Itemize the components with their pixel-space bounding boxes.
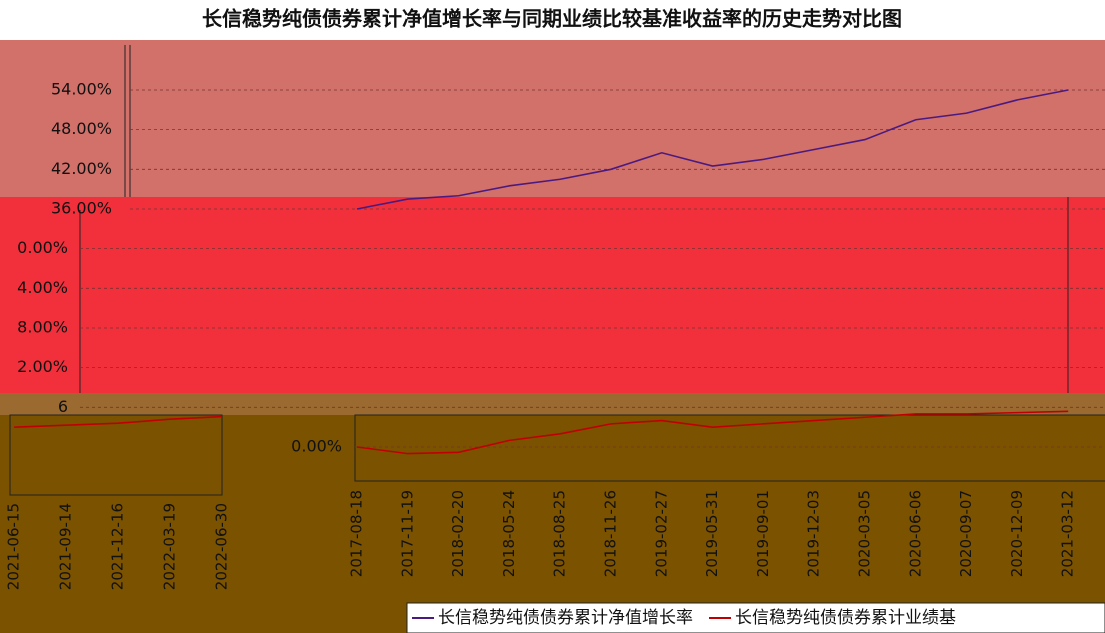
series-line (356, 89, 1069, 210)
y-tick-label: 0.00% (291, 437, 342, 456)
x-tick-label: 2020-06-06 (906, 490, 924, 577)
x-tick-label: 2022-06-30 (213, 503, 231, 590)
glitch-strip (0, 393, 1105, 415)
y-tick-label: 0.00% (17, 238, 68, 257)
x-tick-label: 2019-02-27 (652, 490, 670, 577)
top-panel (0, 40, 1105, 197)
x-tick-label: 2021-03-12 (1059, 490, 1077, 577)
y-tick-label: 36.00% (51, 198, 112, 217)
legend-label: 长信稳势纯债债券累计净值增长率 (438, 608, 693, 628)
x-tick-label: 2020-12-09 (1008, 490, 1026, 577)
title-band (0, 0, 1105, 40)
x-tick-label: 2019-05-31 (703, 490, 721, 577)
x-tick-label: 2021-12-16 (109, 503, 127, 590)
middle-panel (0, 197, 1105, 393)
y-tick-label: 54.00% (51, 79, 112, 98)
x-tick-label: 2020-09-07 (957, 490, 975, 577)
x-tick-label: 2018-02-20 (449, 490, 467, 577)
x-tick-label: 2018-05-24 (500, 490, 518, 577)
y-tick-label: 42.00% (51, 159, 112, 178)
x-tick-label: 2017-08-18 (348, 490, 366, 577)
series-line (356, 410, 1069, 455)
legend-box (406, 602, 1105, 633)
x-tick-label: 2022-03-19 (161, 503, 179, 590)
x-tick-label: 2018-08-25 (551, 490, 569, 577)
y-tick-label: 6 (58, 397, 68, 416)
x-tick-label: 2021-06-15 (5, 503, 23, 590)
y-tick-label: 4.00% (17, 278, 68, 297)
y-tick-label: 48.00% (51, 119, 112, 138)
x-tick-label: 2019-12-03 (805, 490, 823, 577)
x-tick-label: 2020-03-05 (856, 490, 874, 577)
y-tick-label: 2.00% (17, 357, 68, 376)
x-tick-label: 2018-11-26 (602, 490, 620, 577)
x-tick-label: 2017-11-19 (398, 490, 416, 577)
y-tick-label: 8.00% (17, 317, 68, 336)
left-frame (9, 414, 223, 496)
x-tick-label: 2021-09-14 (57, 503, 75, 590)
series-line (13, 415, 223, 428)
chart-title: 长信稳势纯债债券累计净值增长率与同期业绩比较基准收益率的历史走势对比图 (202, 7, 902, 31)
legend-label: 长信稳势纯债债券累计业绩基 (735, 608, 956, 628)
plot-frame (354, 414, 1105, 482)
x-tick-label: 2019-09-01 (754, 490, 772, 577)
